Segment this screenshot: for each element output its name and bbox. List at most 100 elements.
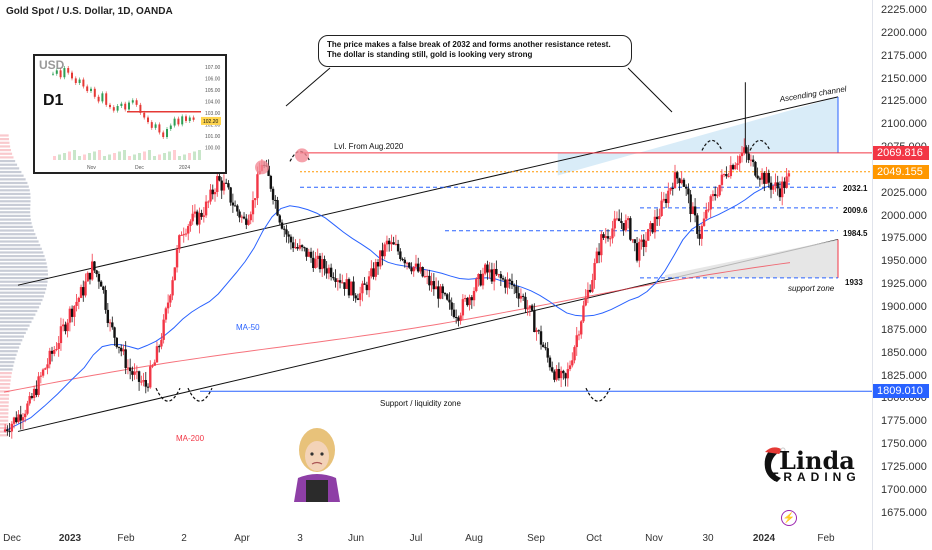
candle-body <box>367 276 371 291</box>
volume-profile-bar <box>0 353 17 356</box>
candle-body <box>356 298 360 300</box>
candle-body <box>519 295 523 299</box>
candle-body <box>385 240 389 245</box>
candle-body <box>358 293 362 300</box>
price-tick-label: 1975.000 <box>881 232 927 245</box>
volume-profile-bar <box>0 247 42 250</box>
volume-profile-bar <box>0 163 18 166</box>
volume-profile-bar <box>0 225 33 228</box>
volume-profile-bar <box>0 240 39 243</box>
candle-body <box>466 297 469 306</box>
price-tick-label: 2000.000 <box>881 209 927 222</box>
time-tick-label: 30 <box>702 533 714 544</box>
lightning-icon[interactable]: ⚡ <box>781 510 797 526</box>
chart-title: Gold Spot / U.S. Dollar, 1D, OANDA <box>6 6 173 17</box>
candle-body <box>633 239 637 244</box>
inset-candle <box>74 78 77 83</box>
candle-body <box>535 330 538 333</box>
volume-profile-bar <box>0 368 13 371</box>
candle-body <box>75 301 78 306</box>
candle-body <box>68 308 72 323</box>
candle-body <box>303 247 306 249</box>
candle-body <box>606 236 610 239</box>
candle-body <box>298 245 302 249</box>
inset-candle <box>154 124 157 128</box>
candle-body <box>312 257 315 269</box>
candle-body <box>450 302 453 310</box>
volume-profile-bar <box>0 426 9 430</box>
inset-candle <box>59 70 62 78</box>
volume-profile-bar <box>0 320 32 324</box>
red-marker-2 <box>295 148 309 163</box>
candle-body <box>702 218 706 226</box>
candle-body <box>46 364 49 369</box>
candle-body <box>135 371 139 373</box>
candle-body <box>568 365 572 370</box>
candle-body <box>3 429 7 432</box>
candle-body <box>504 279 507 288</box>
candle-body <box>280 222 284 229</box>
inset-volume-bar <box>108 154 111 160</box>
price-tick-label: 2175.000 <box>881 49 927 62</box>
inset-volume-bar <box>188 153 191 160</box>
candle-body <box>441 286 444 294</box>
candle-body <box>97 273 101 282</box>
candle-body <box>515 286 518 294</box>
candle-body <box>140 381 143 383</box>
candle-body <box>233 205 237 207</box>
inset-candle <box>177 118 180 125</box>
inset-volume-bar <box>138 153 141 160</box>
candle-body <box>644 240 648 247</box>
candle-body <box>524 296 527 309</box>
inset-candle <box>109 104 111 108</box>
candle-body <box>157 346 161 348</box>
candle-body <box>707 209 710 211</box>
callout-pointer-right <box>627 67 673 113</box>
candle-body <box>635 243 639 261</box>
inset-candle <box>78 79 81 83</box>
price-tick-label: 1900.000 <box>881 301 927 314</box>
candle-body <box>200 212 203 217</box>
volume-profile-bar <box>0 276 48 280</box>
price-axis[interactable]: 2225.000 2200.000 2175.000 2150.000 2125.000… <box>872 0 932 550</box>
time-tick-label: Jun <box>347 533 365 544</box>
candle-body <box>582 305 585 322</box>
volume-profile-bar <box>0 401 9 404</box>
candle-body <box>53 349 56 354</box>
inset-candle <box>52 73 54 75</box>
volume-profile-bar <box>0 408 9 411</box>
candle-body <box>705 209 708 219</box>
candle-body <box>329 267 333 278</box>
candle-body <box>271 188 275 200</box>
volume-profile-bar <box>0 339 23 342</box>
candle-body <box>133 371 136 375</box>
price-tag-0: 2069.816 <box>873 145 929 160</box>
logo-name: Linda <box>779 446 855 475</box>
candle-body <box>267 165 270 176</box>
volume-profile-bar <box>0 167 20 170</box>
volume-profile-bar <box>0 152 13 155</box>
candle-body <box>142 380 145 382</box>
candle-body <box>191 213 194 222</box>
volume-profile-bar <box>0 284 48 287</box>
candle-body <box>128 367 132 372</box>
volume-profile-bar <box>0 229 34 232</box>
candle-body <box>332 277 335 279</box>
price-tick-label: 1750.000 <box>881 438 927 451</box>
candle-body <box>758 178 762 180</box>
logo-subtitle: TRADING <box>771 470 861 484</box>
inset-y-tick: 107.00 <box>205 65 221 71</box>
inset-candle <box>82 79 85 87</box>
candle-body <box>111 322 114 328</box>
candle-body <box>19 414 22 421</box>
inset-candle <box>124 103 127 110</box>
candle-body <box>475 279 478 291</box>
candle-body <box>189 221 192 227</box>
candle-body <box>553 371 556 380</box>
callout-pointer-left <box>285 67 331 107</box>
candle-body <box>562 370 565 374</box>
inset-candle <box>63 68 66 78</box>
candle-body <box>488 269 491 273</box>
candle-body <box>363 283 366 285</box>
